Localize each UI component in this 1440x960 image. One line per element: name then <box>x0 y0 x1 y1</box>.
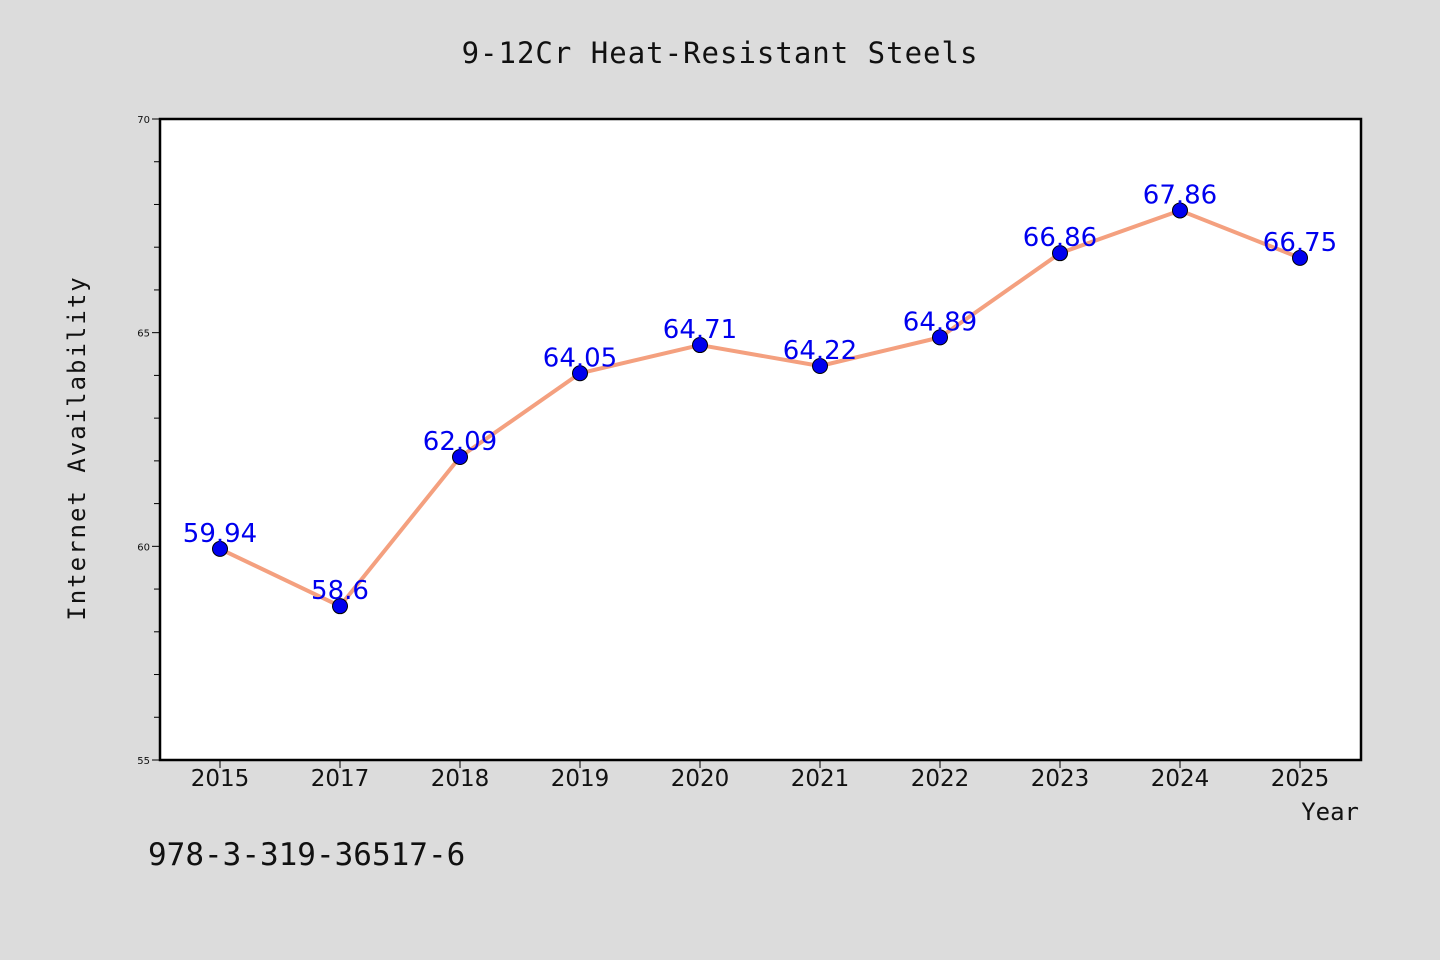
data-point <box>572 365 588 382</box>
x-tick-label: 2020 <box>671 766 730 792</box>
x-tick-label: 2021 <box>791 766 850 792</box>
data-point <box>1052 245 1068 262</box>
y-tick-label: 55 <box>137 756 150 767</box>
data-label: 66.75 <box>1263 228 1337 258</box>
y-tick-label: 65 <box>137 329 150 340</box>
data-point <box>812 357 828 374</box>
x-tick-label: 2017 <box>311 766 370 792</box>
data-label: 67.86 <box>1143 180 1217 210</box>
data-point <box>212 540 228 557</box>
data-label: 64.89 <box>903 307 977 337</box>
data-point <box>452 449 468 466</box>
x-tick-label: 2025 <box>1271 766 1330 792</box>
x-tick-label: 2018 <box>431 766 490 792</box>
series-markers <box>212 202 1308 615</box>
y-tick-label: 70 <box>137 115 150 126</box>
data-label: 62.09 <box>423 427 497 457</box>
y-axis-ticks: 55 60 65 70 <box>137 115 160 767</box>
x-tick-label: 2022 <box>911 766 970 792</box>
data-label: 58.6 <box>311 576 369 606</box>
data-label: 66.86 <box>1023 223 1097 253</box>
data-point <box>932 329 948 346</box>
data-point <box>332 598 348 615</box>
plot-area <box>158 117 1363 762</box>
x-tick-label: 2019 <box>551 766 610 792</box>
data-point <box>692 337 708 354</box>
series-line <box>219 208 1301 609</box>
x-tick-label: 2023 <box>1031 766 1090 792</box>
data-label: 64.71 <box>663 315 737 345</box>
x-axis-ticks: 2015 2017 2018 2019 2020 2021 2022 2023 2024 2025 <box>191 760 1330 792</box>
x-tick-label: 2024 <box>1151 766 1210 792</box>
footer-isbn: 978-3-319-36517-6 <box>148 837 465 873</box>
data-point <box>1292 249 1308 266</box>
chart-title: 9-12Cr Heat-Resistant Steels <box>462 36 979 70</box>
y-tick-label: 60 <box>137 542 150 553</box>
data-point <box>1172 202 1188 219</box>
data-label: 64.05 <box>543 343 617 373</box>
data-label: 59.94 <box>183 519 257 549</box>
data-label: 64.22 <box>783 336 857 366</box>
x-tick-label: 2015 <box>191 766 250 792</box>
x-axis-label: Year <box>1301 798 1359 826</box>
data-labels: 59.94 58.6 62.09 64.05 64.71 64.22 64.89 66.86 6… <box>183 180 1337 606</box>
y-axis-label: Internet Availability <box>63 275 91 620</box>
